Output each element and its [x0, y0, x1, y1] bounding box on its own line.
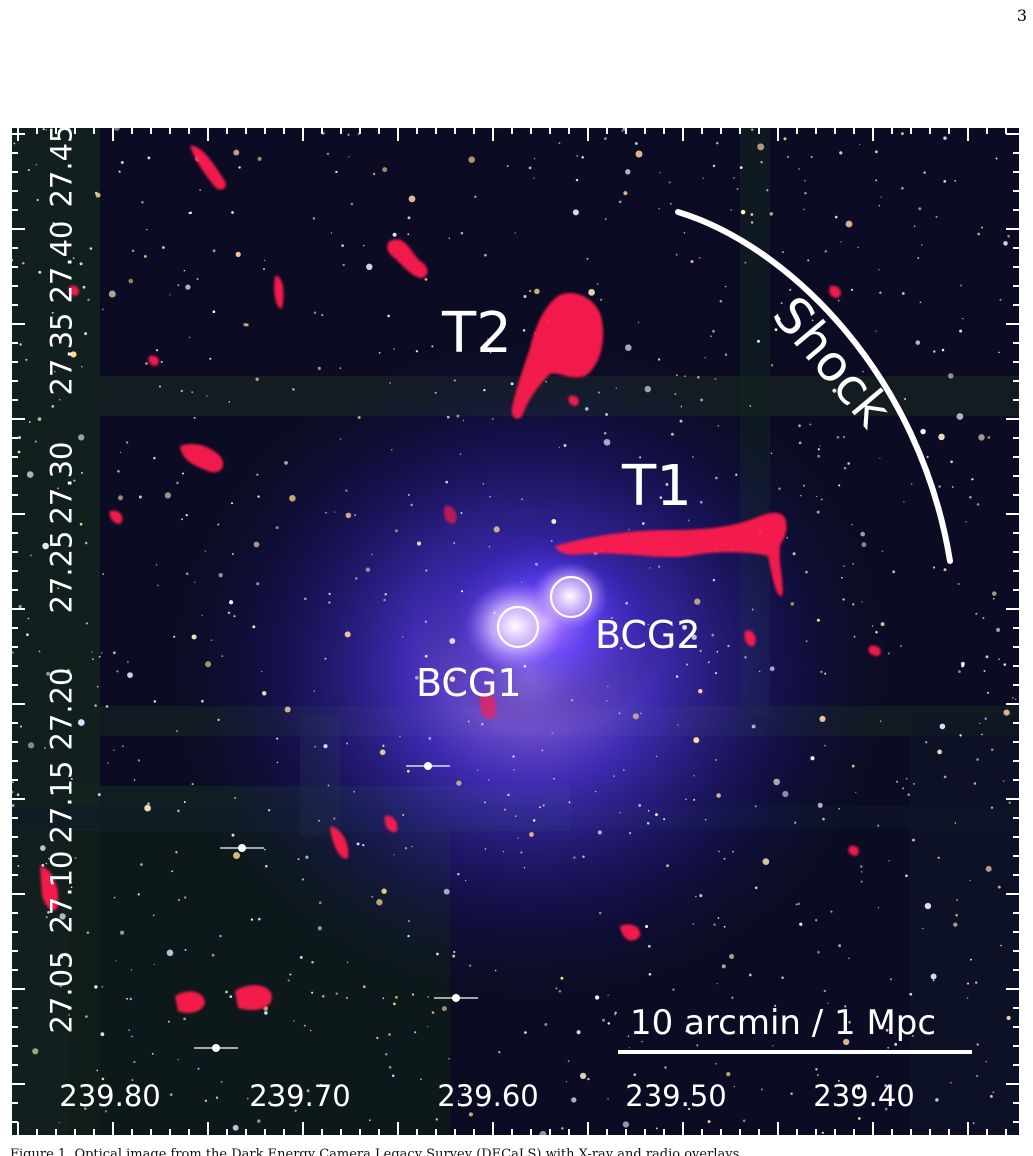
x-tick-label: 239.70 — [249, 1079, 351, 1113]
shock-arc — [675, 209, 953, 564]
radio-tail-t2 — [511, 292, 604, 419]
figure-caption: Figure 1. Optical image from the Dark En… — [10, 1147, 740, 1156]
bcg2-circle — [549, 575, 593, 619]
label-bcg1: BCG1 — [416, 661, 522, 705]
page-number: 3 — [1016, 6, 1027, 25]
axis-ticks — [11, 127, 1020, 1136]
y-tick-label: 27.20 — [44, 667, 79, 751]
y-tick-label: 27.45 — [44, 126, 79, 208]
y-tick-label: 27.35 — [44, 312, 79, 396]
x-tick-label: 239.80 — [59, 1079, 161, 1113]
composite-sky-image: 27.45 27.40 27.35 27.30 27.25 27.20 27.1… — [10, 126, 1021, 1137]
xray-emission — [170, 341, 890, 1001]
y-tick-label: 27.40 — [44, 220, 79, 304]
label-t2: T2 — [442, 301, 512, 366]
radio-tail-t1 — [555, 512, 787, 597]
label-bcg2: BCG2 — [595, 613, 701, 657]
plot-frame — [10, 126, 1021, 1137]
y-tick-label: 27.10 — [44, 850, 79, 934]
x-tick-label: 239.40 — [813, 1079, 915, 1113]
radio-emission — [40, 145, 881, 1013]
scale-bar-label: 10 arcmin / 1 Mpc — [630, 1003, 937, 1043]
field-galaxies — [10, 126, 1021, 1137]
x-tick-label: 239.60 — [437, 1079, 539, 1113]
y-tick-label: 27.15 — [44, 760, 79, 844]
bcg1-circle — [496, 605, 540, 649]
label-t1: T1 — [622, 454, 692, 519]
y-tick-label: 27.25 — [44, 530, 79, 614]
y-tick-label: 27.05 — [44, 950, 79, 1034]
sky-image-canvas — [10, 126, 1021, 1137]
x-tick-label: 239.50 — [625, 1079, 727, 1113]
y-tick-label: 27.30 — [44, 441, 79, 525]
